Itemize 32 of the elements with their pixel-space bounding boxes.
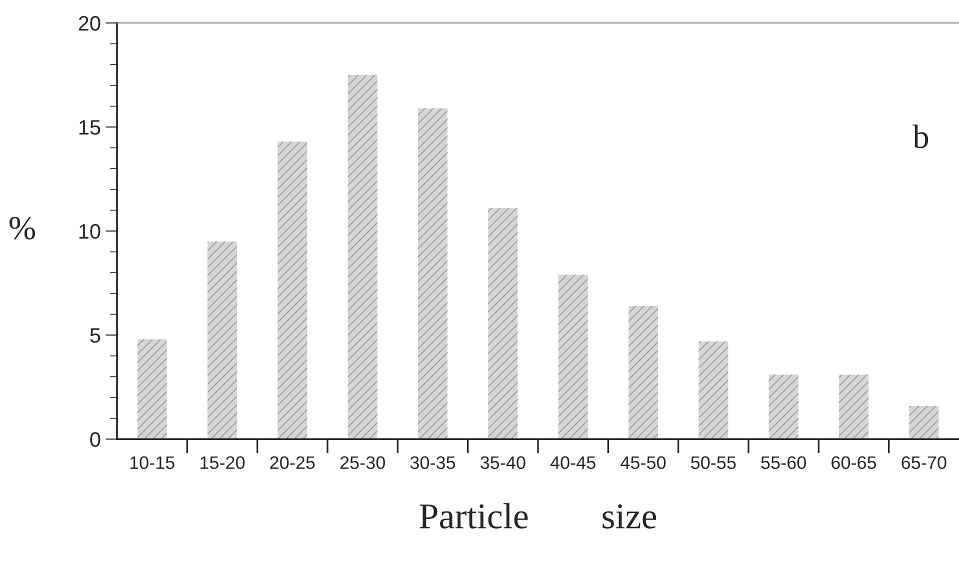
y-tick-label: 0 <box>90 432 100 447</box>
x-tick-label: 65-70 <box>902 456 946 470</box>
x-tick-label: 55-60 <box>761 456 806 470</box>
y-axis-title: % <box>10 216 36 240</box>
bar <box>768 374 798 440</box>
bar <box>909 406 939 440</box>
x-tick-label: 10-15 <box>130 456 174 470</box>
y-tick-label: 5 <box>90 328 100 343</box>
bar <box>558 274 588 440</box>
x-tick-label: 25-30 <box>340 456 385 470</box>
x-tick-label: 35-40 <box>480 456 526 470</box>
x-tick-label: 40-45 <box>550 456 596 470</box>
bar <box>488 208 518 440</box>
x-tick-label: 15-20 <box>200 456 245 470</box>
y-tick-label: 20 <box>78 16 100 31</box>
x-tick-label: 20-25 <box>270 456 315 470</box>
annotation: b <box>912 124 928 148</box>
x-axis-title: Particle size <box>420 503 656 529</box>
x-tick-label: 50-55 <box>691 456 736 470</box>
bar <box>278 142 308 440</box>
bar <box>628 306 658 440</box>
bar <box>839 374 868 440</box>
x-tick-label: 45-50 <box>620 456 666 470</box>
bar <box>698 341 728 440</box>
x-tick-label: 60-65 <box>832 456 876 470</box>
bar <box>137 339 167 440</box>
x-tick-label: 30-35 <box>410 456 456 470</box>
y-tick-label: 10 <box>79 224 100 239</box>
bar <box>348 74 378 440</box>
bar <box>208 241 237 440</box>
bar <box>418 108 448 440</box>
y-tick-label: 15 <box>79 120 100 135</box>
